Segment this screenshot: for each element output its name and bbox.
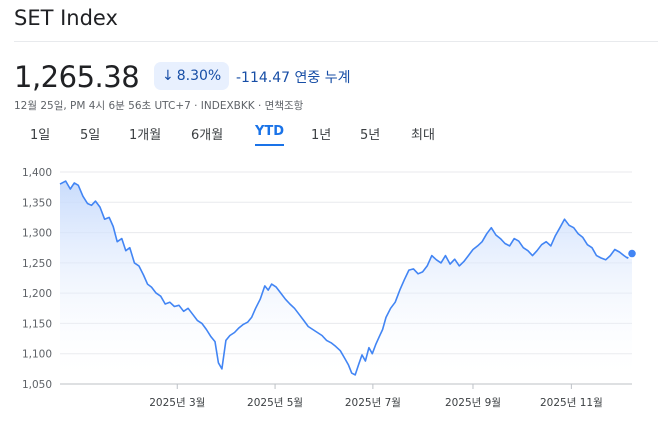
tab-5y[interactable]: 5년 (360, 128, 381, 143)
tab-1y[interactable]: 1년 (311, 128, 332, 143)
tab-max[interactable]: 최대 (411, 128, 435, 143)
y-tick-label: 1,300 (22, 228, 52, 240)
absolute-change-value: -114.47 (236, 70, 291, 86)
price-line (59, 180, 633, 376)
x-tick-label: 2025년 3월 (149, 397, 205, 409)
change-period-label: 연중 누계 (294, 70, 351, 86)
percent-change-value: 8.30% (176, 68, 222, 84)
quote-timestamp: 12월 25일, PM 4시 6분 56초 UTC+7 · INDEXBKK ·… (14, 100, 304, 112)
tab-ytd[interactable]: YTD (255, 124, 285, 146)
arrow-down-icon: ↓ (162, 68, 174, 84)
y-tick-label: 1,150 (22, 318, 52, 330)
y-tick-label: 1,200 (22, 288, 52, 300)
x-tick-label: 2025년 7월 (345, 397, 401, 409)
current-price: 1,265.38 (14, 60, 140, 94)
x-tick-label: 2025년 11월 (540, 397, 603, 409)
header-divider (14, 41, 658, 42)
price-chart[interactable]: 1,400 1,350 1,300 1,250 1,200 1,150 1,100 1,050… (0, 155, 658, 423)
y-tick-label: 1,350 (22, 197, 52, 209)
page-title: SET Index (14, 6, 118, 30)
tab-1m[interactable]: 1개월 (129, 128, 162, 143)
y-tick-label: 1,250 (22, 258, 52, 270)
absolute-change: -114.47 연중 누계 (236, 67, 350, 87)
y-tick-label: 1,100 (22, 349, 52, 361)
tab-6m[interactable]: 6개월 (191, 128, 224, 143)
percent-change-badge: ↓ 8.30% (154, 62, 230, 90)
tab-1d[interactable]: 1일 (30, 128, 51, 143)
x-tick-label: 2025년 5월 (247, 397, 303, 409)
y-tick-label: 1,050 (22, 379, 52, 391)
tab-5d[interactable]: 5일 (80, 128, 101, 143)
latest-price-dot[interactable] (626, 248, 638, 259)
y-tick-label: 1,400 (22, 167, 52, 179)
x-tick-label: 2025년 9월 (445, 397, 501, 409)
